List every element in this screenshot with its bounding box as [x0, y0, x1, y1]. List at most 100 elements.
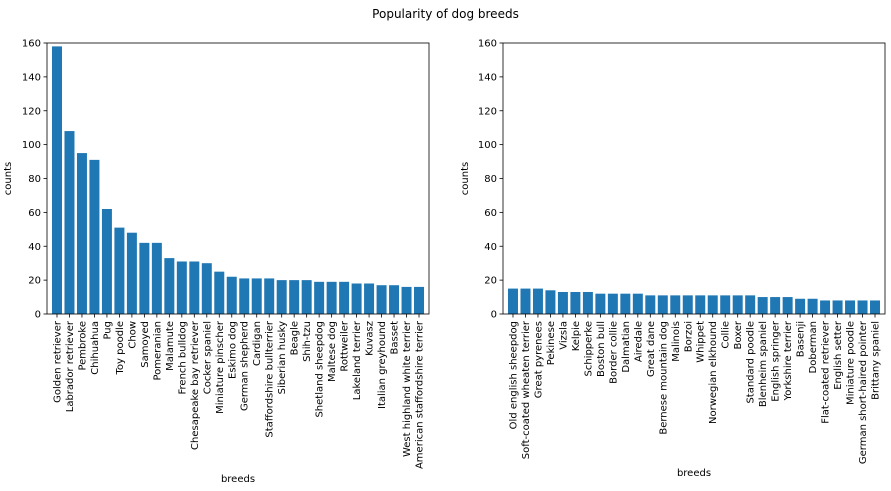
bar [364, 283, 375, 314]
y-tick-label: 40 [484, 242, 497, 253]
bar [595, 293, 606, 314]
x-tick-label: Brittany spaniel [871, 321, 882, 400]
bar [201, 263, 212, 314]
x-tick-label: Chihuahua [90, 321, 101, 375]
y-axis-label: counts [3, 162, 14, 195]
y-tick-label: 20 [484, 276, 497, 287]
x-tick-label: Vizsla [558, 321, 569, 350]
x-tick-label: Chesapeake bay retriever [190, 320, 201, 450]
x-tick-label: Lakeland terrier [352, 320, 363, 400]
y-axis-label: counts [460, 162, 471, 195]
bar [745, 295, 756, 314]
x-tick-label: Malinois [671, 321, 682, 362]
chart-panel-1: 0 20 40 60 80 100 120 140 160 Golden retriever Lab… [3, 39, 430, 485]
figure-title: Popularity of dog breeds [372, 7, 519, 21]
x-tick-label: Shetland sheepdog [315, 321, 326, 418]
y-tick-label: 100 [478, 140, 497, 151]
x-tick-label: American staffordshire terrier [415, 320, 426, 469]
bar [632, 293, 643, 314]
x-tick-label: Pembroke [77, 321, 88, 371]
bar [64, 131, 75, 314]
x-tick-label: Kuvasz [365, 321, 376, 356]
y-tick-label: 120 [478, 106, 497, 117]
x-tick-label: West highland white terrier [402, 320, 413, 457]
bar [832, 300, 843, 314]
bar [51, 46, 62, 314]
x-tick-label: Basenji [796, 321, 807, 357]
bar [151, 242, 162, 314]
x-tick-label: Italian greyhound [377, 321, 388, 409]
x-tick-label: Maltese dog [327, 321, 338, 382]
x-tick-label: Norwegian elkhound [708, 321, 719, 424]
bar [570, 291, 581, 314]
bar [732, 295, 743, 314]
y-tick-label: 80 [484, 174, 497, 185]
bar [276, 280, 287, 315]
bar [857, 300, 868, 314]
bar [795, 298, 806, 314]
x-tick-label: Flat-coated retriever [821, 320, 832, 424]
bar [820, 300, 831, 314]
bar [520, 288, 531, 314]
bar [114, 227, 125, 314]
bar [582, 291, 593, 314]
x-tick-label: Whippet [696, 321, 707, 363]
y-tick-label: 60 [484, 208, 497, 219]
x-tick-label: Miniature pinscher [215, 320, 226, 414]
x-tick-label: Boston bull [596, 321, 607, 377]
y-tick-label: 60 [28, 208, 41, 219]
bar [89, 159, 100, 314]
bar [389, 285, 400, 314]
bar [720, 295, 731, 314]
x-tick-label: Labrador retriever [65, 320, 76, 412]
x-tick-label: Collie [721, 321, 732, 349]
bar [682, 295, 693, 314]
bar [757, 297, 768, 314]
x-tick-label: Blenheim spaniel [758, 321, 769, 407]
bar [645, 295, 656, 314]
y-tick-label: 140 [22, 72, 41, 83]
y-tick-label: 120 [22, 106, 41, 117]
x-tick-label: Shih-tzu [302, 321, 313, 362]
bar [782, 297, 793, 314]
x-tick-label: Chow [127, 321, 138, 349]
bar [301, 280, 312, 315]
bar [620, 293, 631, 314]
y-tick-label: 100 [22, 140, 41, 151]
y-tick-label: 160 [22, 39, 41, 50]
bar [707, 295, 718, 314]
plot-frame [502, 42, 886, 315]
bar [401, 286, 412, 314]
bar [314, 281, 325, 314]
x-tick-label: German shepherd [240, 321, 251, 411]
bar [264, 278, 275, 314]
bar [351, 283, 362, 314]
bar [101, 208, 112, 314]
x-tick-label: Borzoi [683, 321, 694, 352]
bar [239, 278, 250, 314]
bar [214, 271, 225, 314]
x-tick-label: Cocker spaniel [202, 321, 213, 394]
x-tick-label: Bernese mountain dog [658, 321, 669, 435]
x-tick-label: Miniature poodle [846, 321, 857, 405]
bar [695, 295, 706, 314]
x-tick-label: Doberman [808, 321, 819, 373]
x-tick-label: Rottweiler [340, 320, 351, 371]
x-tick-label: Old english sheepdog [508, 321, 519, 429]
y-tick-label: 80 [28, 174, 41, 185]
x-tick-label: Cardigan [252, 321, 263, 366]
x-tick-label: Border collie [608, 321, 619, 384]
x-tick-label: Airedale [633, 321, 644, 362]
x-tick-label: Yorkshire terrier [783, 320, 794, 401]
bar [507, 288, 518, 314]
x-tick-label: Standard poodle [746, 321, 757, 404]
x-tick-label: German short-haired pointer [858, 320, 869, 464]
y-tick-label: 0 [491, 310, 497, 321]
bar [532, 288, 543, 314]
x-tick-label: Schipperke [583, 321, 594, 377]
bar [339, 281, 350, 314]
bar [289, 280, 300, 315]
bar [870, 300, 881, 314]
bar [251, 278, 262, 314]
x-tick-label: Great pyrenees [533, 321, 544, 398]
